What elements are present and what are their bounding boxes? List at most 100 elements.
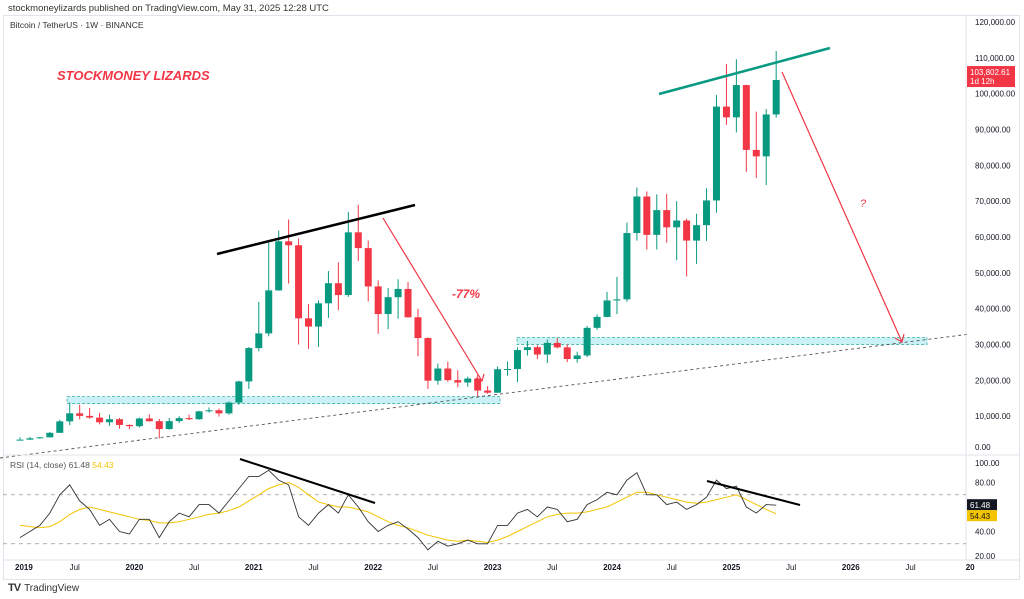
rsi-ma-value: 54.43	[92, 460, 114, 470]
candle	[673, 201, 681, 261]
candle-body	[235, 381, 243, 403]
candle-body	[703, 200, 711, 226]
candle-body	[195, 411, 203, 420]
rsi-tick-label: 40.00	[975, 528, 996, 537]
rsi-value: 61.48	[68, 460, 90, 470]
candle	[295, 238, 303, 345]
candle	[195, 410, 203, 420]
candle	[314, 300, 322, 348]
candle-body	[175, 418, 183, 422]
candle-body	[394, 288, 402, 298]
footer-brand: TradingView	[24, 582, 80, 594]
black-resistance-trendline	[216, 203, 416, 256]
candle-body	[573, 355, 581, 360]
rsi-title: RSI (14, close)	[10, 460, 67, 470]
time-tick-label: 2026	[842, 563, 860, 572]
candle	[145, 414, 153, 422]
candle-body	[583, 327, 591, 356]
price-tick-label: 10,000.00	[975, 412, 1011, 421]
rsi-tick-label: 80.00	[975, 479, 996, 488]
candle	[523, 340, 531, 356]
candle-body	[106, 419, 114, 423]
candle	[444, 361, 452, 382]
candle-body	[444, 368, 452, 381]
candle	[66, 402, 74, 426]
candle	[106, 414, 114, 426]
rsi-ma-badge-label: 54.43	[970, 512, 991, 521]
candle	[165, 417, 173, 430]
candle-body	[643, 196, 651, 235]
brand-watermark: STOCKMONEY LIZARDS	[57, 68, 210, 83]
candle-body	[115, 419, 123, 425]
candle	[56, 419, 64, 433]
candle	[454, 370, 462, 388]
candle	[742, 84, 750, 172]
symbol-title: Bitcoin / TetherUS · 1W · BINANCE	[10, 20, 144, 30]
candle	[693, 213, 701, 264]
rsi-line	[19, 469, 777, 551]
price-tick-label: 50,000.00	[975, 269, 1011, 278]
candle	[324, 271, 332, 318]
candle-body	[722, 106, 730, 118]
candle	[643, 191, 651, 250]
candle-body	[603, 300, 611, 317]
candle-body	[364, 248, 372, 287]
price-tick-label: 100,000.00	[975, 90, 1016, 99]
time-tick-label: 2019	[15, 563, 33, 572]
candle	[36, 437, 44, 439]
rsi-value-badge-label: 61.48	[970, 501, 991, 510]
time-tick-label: 2025	[723, 563, 741, 572]
candle	[414, 308, 422, 357]
candle-body	[26, 438, 34, 440]
candle	[155, 419, 163, 439]
candle-body	[16, 439, 24, 441]
candle-body	[732, 85, 740, 118]
candle-body	[76, 413, 84, 416]
candle-body	[305, 318, 313, 327]
candle-body	[494, 369, 502, 393]
price-tick-label: 40,000.00	[975, 305, 1011, 314]
candle	[305, 304, 313, 349]
candle	[175, 416, 183, 423]
candle	[205, 407, 213, 413]
candle-body	[135, 418, 143, 427]
candle	[603, 291, 611, 318]
candle	[275, 230, 283, 291]
candle	[96, 412, 104, 425]
candle-body	[464, 378, 472, 383]
drop-percent-label: -77%	[452, 287, 480, 301]
price-tick-label: 20,000.00	[975, 376, 1011, 385]
candle	[374, 280, 382, 334]
candle	[185, 414, 193, 421]
countdown-label: 1d 12h	[970, 77, 994, 86]
candle-body	[484, 390, 492, 393]
candle-body	[145, 418, 153, 422]
candle-body	[205, 410, 213, 412]
candle	[86, 407, 94, 419]
candle-body	[285, 241, 293, 246]
candle-body	[683, 220, 691, 241]
candle	[285, 219, 293, 284]
candle-body	[752, 149, 760, 157]
candle	[334, 262, 342, 311]
candle-body	[613, 299, 621, 301]
candle-body	[314, 303, 322, 327]
candle-body	[255, 333, 263, 349]
time-tick-label: Jul	[428, 563, 438, 572]
time-tick-label: 2020	[126, 563, 144, 572]
candle	[235, 380, 243, 405]
candle-body	[653, 210, 661, 235]
footer: TV TradingView	[8, 582, 79, 594]
publisher-line: stockmoneylizards published on TradingVi…	[8, 3, 329, 14]
candle	[504, 361, 512, 376]
candle-body	[344, 232, 352, 296]
candle	[484, 386, 492, 394]
candle	[215, 408, 223, 417]
candle-body	[125, 424, 133, 427]
time-tick-label: 2024	[603, 563, 621, 572]
price-tick-label: 120,000.00	[975, 18, 1016, 27]
support-trendline	[0, 333, 971, 459]
candle	[135, 417, 143, 428]
candle-body	[265, 290, 273, 334]
